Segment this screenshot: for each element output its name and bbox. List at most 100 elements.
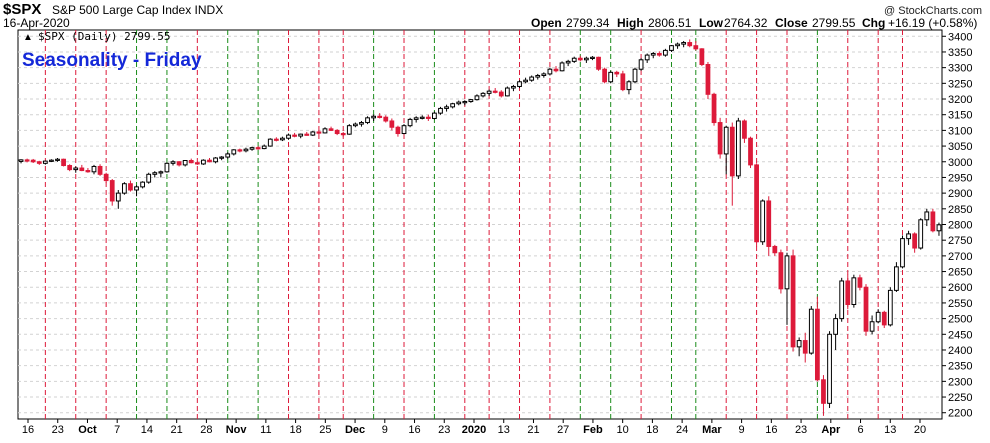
candle-up <box>650 53 656 56</box>
candle-up <box>146 173 152 183</box>
candle-down <box>845 280 851 305</box>
candle-up <box>18 159 24 162</box>
candle-down <box>328 128 334 131</box>
candle-down <box>821 379 826 404</box>
candle-up <box>225 153 231 158</box>
candle-up <box>243 148 249 152</box>
candle-down <box>729 126 735 177</box>
x-tick-label: 10 <box>617 424 629 436</box>
y-tick-label: 2350 <box>948 361 972 373</box>
candle-up <box>42 160 48 164</box>
candle-up <box>784 255 790 290</box>
candle-up <box>249 147 255 150</box>
candle-down <box>334 129 340 135</box>
x-tick-label: 25 <box>319 424 331 436</box>
candle-up <box>523 79 528 83</box>
y-tick-label: 3200 <box>948 94 972 106</box>
candle-down <box>395 126 401 135</box>
candle-up <box>371 115 377 119</box>
y-tick-label: 3150 <box>948 110 972 122</box>
x-tick-label: 23 <box>795 424 807 436</box>
candle-up <box>55 158 60 161</box>
candle-up <box>723 126 729 155</box>
candle-down <box>292 134 297 137</box>
candle-down <box>85 170 91 173</box>
candle-down <box>30 159 36 163</box>
x-tick-label: 2020 <box>462 424 486 436</box>
y-tick-label: 2650 <box>948 267 972 279</box>
candle-up <box>182 160 188 166</box>
y-tick-label: 3100 <box>948 125 972 137</box>
candle-up <box>827 333 832 404</box>
candle-up <box>419 116 425 119</box>
overlay-title: Seasonality - Friday <box>22 50 202 71</box>
y-tick-label: 2900 <box>948 188 972 200</box>
candle-down <box>881 311 887 326</box>
candle-up <box>571 57 577 62</box>
candle-up <box>869 321 875 332</box>
candle-down <box>748 137 753 166</box>
candle-up <box>121 183 127 194</box>
y-tick-label: 3400 <box>948 31 972 43</box>
candle-up <box>517 81 522 87</box>
candle-up <box>280 137 285 141</box>
candle-down <box>778 252 784 290</box>
candle-up <box>547 68 553 75</box>
x-tick-label: Nov <box>226 424 248 436</box>
candle-up <box>158 171 164 174</box>
candle-up <box>529 76 535 81</box>
series-legend: $SPX (Daily) 2799.55 <box>38 30 170 43</box>
x-tick-label: 16 <box>765 424 777 436</box>
change-value: +16.19 (+0.58%) <box>888 16 977 30</box>
candle-up <box>936 224 942 232</box>
candle-up <box>462 101 468 104</box>
candle-down <box>207 159 212 163</box>
y-tick-label: 2450 <box>948 329 972 341</box>
candle-up <box>760 200 766 243</box>
candle-up <box>267 138 273 147</box>
candle-up <box>906 233 911 240</box>
candle-down <box>912 233 918 249</box>
candle-up <box>875 311 881 323</box>
candle-up <box>608 71 614 83</box>
candle-up <box>808 308 814 354</box>
y-tick-label: 3250 <box>948 78 972 90</box>
candle-up <box>438 107 443 114</box>
candle-down <box>930 211 936 232</box>
x-tick-label: Dec <box>345 424 365 436</box>
candle-up <box>480 92 486 97</box>
x-tick-label: 13 <box>498 424 510 436</box>
candle-up <box>401 125 407 135</box>
candle-up <box>894 266 899 291</box>
candle-up <box>565 60 571 64</box>
candle-up <box>456 101 462 105</box>
candle-down <box>802 340 808 354</box>
y-tick-label: 2250 <box>948 392 972 404</box>
y-tick-label: 2550 <box>948 298 972 310</box>
candle-down <box>492 90 498 93</box>
y-tick-label: 2800 <box>948 220 972 232</box>
candle-down <box>79 167 85 172</box>
candle-up <box>261 145 267 150</box>
change-label: Chg <box>862 16 885 30</box>
x-tick-label: 21 <box>527 424 539 436</box>
candle-up <box>352 123 358 127</box>
candle-down <box>109 180 115 202</box>
candle-up <box>675 43 680 47</box>
candle-up <box>322 128 328 134</box>
candle-down <box>340 133 346 136</box>
ohlc-readout: Open 2799.34 High 2806.51 Low 2764.32 Cl… <box>531 16 977 30</box>
x-tick-label: 16 <box>22 424 34 436</box>
y-tick-label: 3300 <box>948 63 972 75</box>
candle-up <box>201 159 206 165</box>
candle-up <box>134 186 139 191</box>
y-tick-label: 2950 <box>948 172 972 184</box>
y-tick-label: 3000 <box>948 157 972 169</box>
candle-up <box>796 340 802 348</box>
high-label: High <box>617 16 644 30</box>
candle-down <box>705 64 711 95</box>
x-tick-label: 18 <box>289 424 301 436</box>
x-tick-label: 13 <box>884 424 896 436</box>
candle-up <box>310 131 316 136</box>
